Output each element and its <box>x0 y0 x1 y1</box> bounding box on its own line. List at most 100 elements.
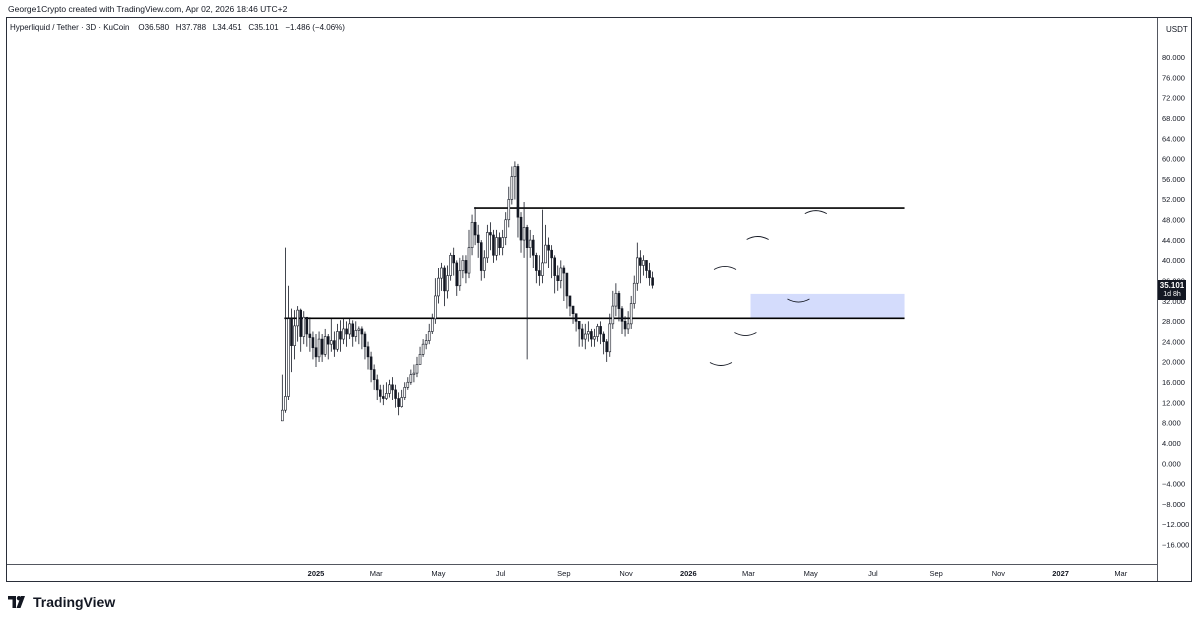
price-scale-currency[interactable]: USDT <box>1166 25 1188 34</box>
candle-body <box>519 216 523 241</box>
close-value: C35.101 <box>248 23 279 32</box>
time-scale-divider <box>7 564 1157 565</box>
candle-body <box>489 232 492 236</box>
candle-body <box>385 393 388 399</box>
candle-body <box>418 354 422 365</box>
candle-body <box>311 337 315 349</box>
candle-body <box>492 234 495 256</box>
x-tick-label: Sep <box>557 569 570 578</box>
y-tick-label: 64.000 <box>1162 134 1185 143</box>
y-tick-label: 32.000 <box>1162 297 1185 306</box>
candle-body <box>467 247 471 274</box>
y-tick-label: 76.000 <box>1162 73 1185 82</box>
x-tick-label: Mar <box>370 569 383 578</box>
y-tick-label: −8.000 <box>1162 500 1185 509</box>
x-tick-label: Nov <box>619 569 633 578</box>
candle-body <box>354 330 358 337</box>
y-tick-label: 4.000 <box>1162 439 1181 448</box>
x-tick-label: May <box>804 569 818 578</box>
candle-body <box>443 267 446 292</box>
candle-body <box>510 176 514 200</box>
candle-body <box>596 326 599 337</box>
x-tick-label: May <box>431 569 445 578</box>
tradingview-logo[interactable]: TradingView <box>8 594 115 610</box>
x-tick-label: 2026 <box>680 569 697 578</box>
support-zone[interactable] <box>750 293 905 319</box>
candle-body <box>476 234 480 243</box>
candle-body <box>479 242 483 271</box>
y-tick-label: 8.000 <box>1162 419 1181 428</box>
candle-body <box>369 356 373 370</box>
candle-body <box>287 318 290 397</box>
y-tick-label: 12.000 <box>1162 398 1185 407</box>
candle-body <box>501 237 504 248</box>
candle-body <box>617 293 621 309</box>
y-tick-label: 56.000 <box>1162 175 1185 184</box>
open-value: O36.580 <box>138 23 170 32</box>
arc-annotation[interactable] <box>734 332 757 336</box>
candle-body <box>516 166 520 218</box>
candle-body <box>608 323 612 353</box>
candle-body <box>629 303 633 325</box>
candle-body <box>632 282 636 304</box>
y-tick-label: 48.000 <box>1162 216 1185 225</box>
candle-body <box>333 340 336 350</box>
candle-body <box>626 323 630 330</box>
candle-body <box>397 398 400 407</box>
candle-body <box>363 333 367 348</box>
candle-body <box>583 333 587 340</box>
arc-annotation[interactable] <box>804 210 828 215</box>
candle-body <box>284 396 287 411</box>
y-tick-label: −12.000 <box>1162 520 1189 529</box>
arc-annotation[interactable] <box>746 236 769 240</box>
candle-body <box>651 277 654 286</box>
candle-body <box>437 277 440 297</box>
candle-body <box>464 260 468 274</box>
arc-annotation[interactable] <box>713 266 737 270</box>
candle-body <box>305 316 309 335</box>
candle-body <box>482 257 486 271</box>
candle-body <box>394 389 397 399</box>
candle-body <box>525 227 529 248</box>
candle-body <box>415 364 419 374</box>
arc-annotation[interactable] <box>787 298 810 303</box>
candle-body <box>602 333 605 342</box>
high-value: H37.788 <box>175 23 207 32</box>
symbol-legend: Hyperliquid / Tether · 3D · KuCoin O36.5… <box>10 23 345 32</box>
candle-body <box>587 331 590 335</box>
candle-body <box>577 321 581 330</box>
candle-body <box>507 199 511 221</box>
candle-body <box>639 257 642 266</box>
candle-body <box>320 338 324 355</box>
candle-body <box>528 239 532 248</box>
bar-countdown: 1d 8h <box>1163 291 1181 298</box>
candle-body <box>486 232 489 259</box>
tradingview-logo-icon <box>8 596 25 608</box>
candle-body <box>336 331 339 350</box>
y-tick-label: 68.000 <box>1162 114 1185 123</box>
candle-body <box>449 255 452 276</box>
candle-body <box>339 331 342 340</box>
candle-body <box>590 331 593 340</box>
y-tick-label: 52.000 <box>1162 195 1185 204</box>
candle-body <box>635 257 639 284</box>
candle-body <box>382 396 385 399</box>
arc-annotation[interactable] <box>709 362 733 366</box>
symbol-name[interactable]: Hyperliquid / Tether · 3D · KuCoin <box>10 23 130 32</box>
candle-body <box>430 318 434 332</box>
candle-body <box>427 331 431 341</box>
candle-body <box>314 347 318 358</box>
candle-body <box>345 328 348 335</box>
candle-body <box>440 267 443 279</box>
x-tick-label: Sep <box>929 569 942 578</box>
candle-body <box>403 387 407 398</box>
candle-body <box>614 293 618 307</box>
y-tick-label: 20.000 <box>1162 358 1185 367</box>
x-tick-label: Mar <box>742 569 755 578</box>
candle-body <box>400 397 403 407</box>
y-tick-label: 60.000 <box>1162 155 1185 164</box>
y-tick-label: 80.000 <box>1162 53 1185 62</box>
candle-body <box>574 313 578 322</box>
candle-body <box>535 255 538 271</box>
